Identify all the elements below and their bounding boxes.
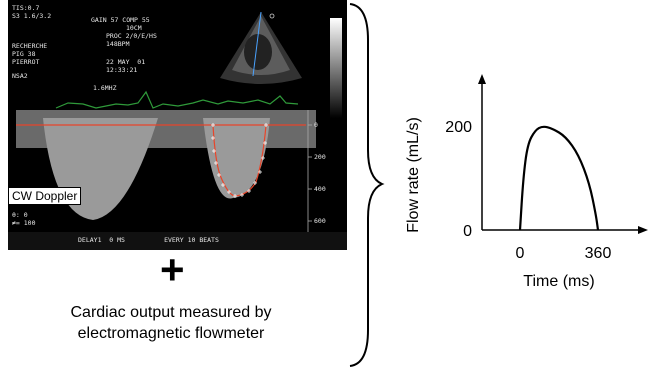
scale-tick-600: 600 xyxy=(314,217,326,225)
trace-markers xyxy=(211,123,268,198)
scale-tick-400: 400 xyxy=(314,185,326,193)
x-tick-0: 0 xyxy=(516,245,525,262)
y-axis-arrow xyxy=(478,74,486,84)
scale-tick-200: 200 xyxy=(314,153,326,161)
velocity-scale-ticks xyxy=(308,124,312,222)
y-axis-label: Flow rate (mL/s) xyxy=(405,117,422,233)
header-site: RECHERCHE PIG 38 PIERROT xyxy=(12,42,48,66)
probe-label: NSA2 xyxy=(12,72,28,80)
curly-brace xyxy=(349,3,385,367)
cw-doppler-label: CW Doppler xyxy=(8,187,82,205)
doppler-graphics xyxy=(8,11,347,250)
plus-symbol: + xyxy=(160,246,185,293)
x-axis-arrow xyxy=(638,226,648,234)
doppler-envelope-2 xyxy=(203,118,270,199)
flow-rate-chart: Flow rate (mL/s) Time (ms) 200 0 0 360 xyxy=(405,74,648,290)
cw-doppler-image: TIS:0.7 S3 1.6/3.2 GAIN 57 COMP 55 10CM … xyxy=(8,0,347,250)
footer-bar xyxy=(8,232,347,250)
header-left: TIS:0.7 S3 1.6/3.2 xyxy=(12,4,52,20)
header-gain: GAIN 57 COMP 55 xyxy=(91,16,150,24)
grayscale-bar xyxy=(330,18,342,118)
scale-tick-0: 0 xyxy=(314,121,318,129)
flowmeter-caption: Cardiac output measured by electromagnet… xyxy=(12,302,330,344)
doppler-params: θ: 0 ≠= 100 xyxy=(12,211,36,227)
caption-line-2: electromagnetic flowmeter xyxy=(77,325,265,342)
flow-curve-series xyxy=(518,125,600,231)
footer-text: DELAY1 0 MS EVERY 10 BEATS xyxy=(78,236,219,244)
y-tick-0: 0 xyxy=(463,223,472,240)
header-proc: PROC 2/0/E/HS 148BPM xyxy=(106,32,157,48)
x-axis-label: Time (ms) xyxy=(523,273,594,290)
header-depth: 10CM xyxy=(126,24,142,32)
frequency-label: 1.6MHZ xyxy=(93,84,117,92)
header-date: 22 MAY 01 12:33:21 xyxy=(106,58,146,74)
x-tick-360: 360 xyxy=(585,245,612,262)
ecg-trace xyxy=(55,90,299,109)
y-tick-200: 200 xyxy=(445,119,472,136)
echo-sector-thumbnail xyxy=(220,11,302,84)
caption-line-1: Cardiac output measured by xyxy=(70,304,272,321)
